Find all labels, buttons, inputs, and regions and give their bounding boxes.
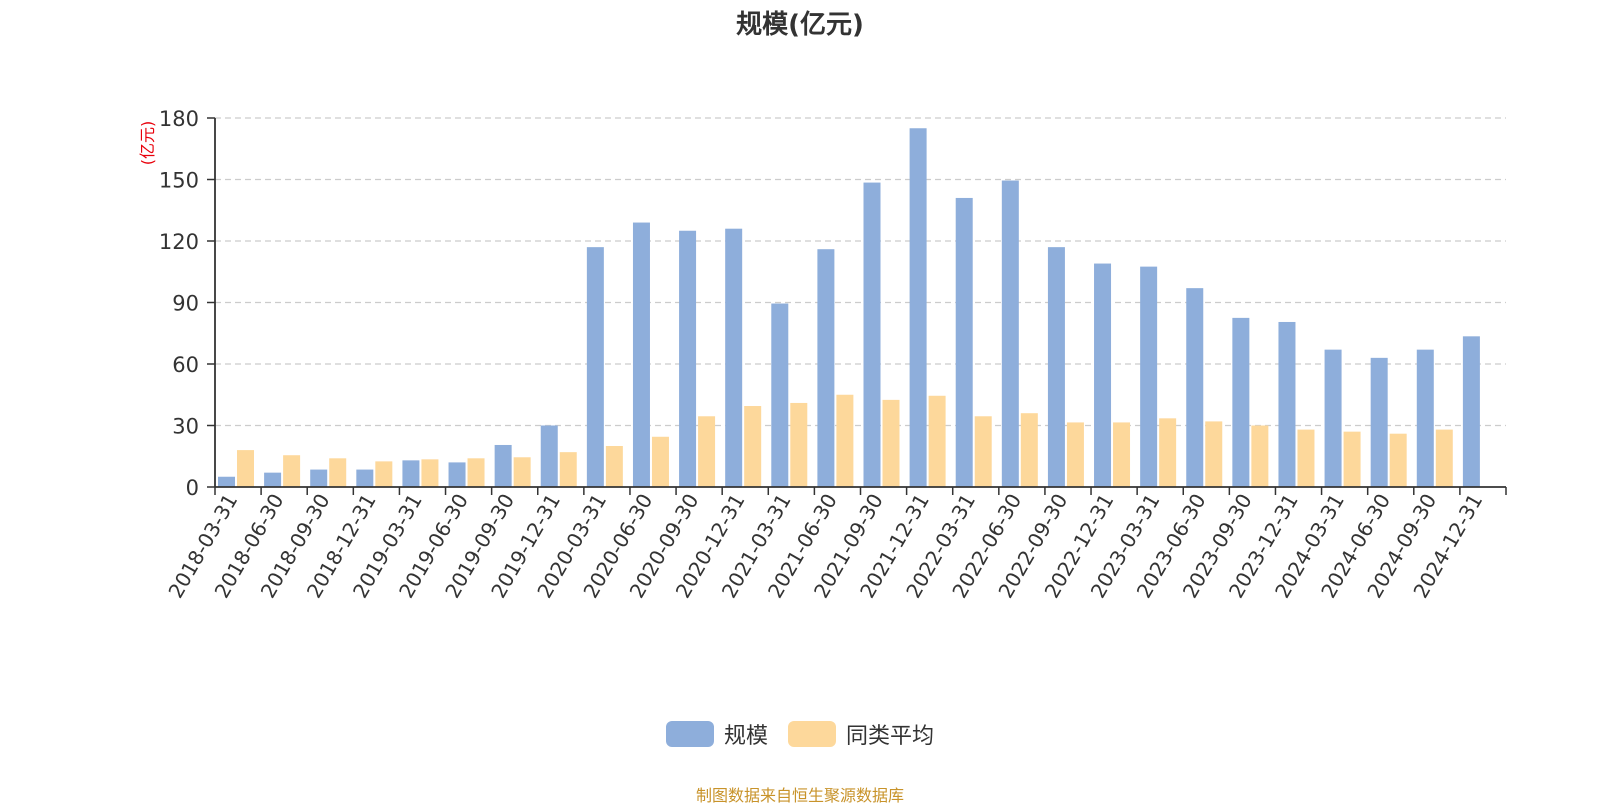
bar-peer-average	[744, 406, 762, 487]
bar-peer-average	[651, 436, 669, 487]
bar-scale	[448, 462, 466, 487]
bar-scale	[955, 197, 973, 487]
bar-scale	[863, 182, 881, 487]
bar-scale	[1232, 317, 1250, 487]
bar-peer-average	[698, 416, 716, 487]
bar-peer-average	[790, 402, 808, 487]
legend: 规模 同类平均	[0, 718, 1600, 750]
bar-peer-average	[1251, 425, 1269, 487]
bar-scale	[1416, 349, 1434, 487]
bar-peer-average	[283, 455, 301, 487]
legend-swatch-scale	[665, 721, 714, 747]
bar-peer-average	[1297, 429, 1315, 487]
bar-scale	[1324, 349, 1342, 487]
bar-peer-average	[1113, 422, 1131, 487]
bar-scale	[1140, 266, 1158, 487]
bar-peer-average	[1435, 429, 1453, 487]
bar-peer-average	[1205, 421, 1223, 487]
bar-scale	[1094, 263, 1112, 487]
bar-scale	[1047, 247, 1065, 487]
bar-peer-average	[1159, 418, 1177, 487]
legend-label-peer-average: 同类平均	[846, 724, 935, 749]
legend-label-scale: 规模	[723, 724, 768, 749]
y-tick-label: 30	[172, 415, 199, 439]
bar-scale	[540, 425, 558, 487]
bar-peer-average	[974, 416, 992, 487]
bar-scale	[310, 469, 328, 487]
bar-scale	[218, 476, 235, 487]
y-tick-label: 150	[159, 169, 199, 193]
bar-scale	[632, 222, 650, 488]
bar-peer-average	[836, 394, 854, 487]
bar-peer-average	[559, 452, 577, 487]
y-axis-unit-label: (亿元)	[138, 121, 157, 166]
bar-peer-average	[421, 459, 439, 487]
bar-scale	[402, 460, 420, 487]
bar-scale	[264, 472, 282, 487]
chart-title: 规模(亿元)	[736, 10, 864, 40]
bar-peer-average	[928, 395, 946, 487]
bar-peer-average	[329, 458, 347, 487]
y-tick-label: 180	[159, 107, 199, 131]
bar-scale	[1462, 336, 1480, 487]
bar-scale	[356, 469, 374, 487]
bar-peer-average	[882, 399, 900, 487]
data-source-note: 制图数据来自恒生聚源数据库	[695, 786, 904, 805]
legend-item-scale[interactable]: 规模	[665, 718, 768, 750]
bar-scale	[679, 230, 697, 487]
bar-peer-average	[375, 461, 393, 487]
bar-scale	[817, 249, 835, 487]
legend-item-peer-average[interactable]: 同类平均	[788, 718, 934, 750]
legend-swatch-peer-average	[788, 721, 836, 747]
bar-scale	[725, 228, 743, 487]
bar-scale	[494, 444, 512, 487]
bar-peer-average	[513, 457, 531, 487]
bar-peer-average	[1066, 422, 1084, 487]
bar-scale	[1001, 180, 1019, 487]
bar-peer-average	[237, 450, 254, 487]
bar-scale	[909, 128, 927, 487]
bar-peer-average	[1020, 413, 1038, 487]
y-tick-label: 60	[172, 353, 199, 377]
bar-scale	[1278, 321, 1296, 487]
bar-scale	[1370, 357, 1388, 487]
bar-peer-average	[605, 446, 623, 487]
y-tick-label: 120	[159, 230, 199, 254]
y-tick-label: 0	[186, 476, 199, 500]
bar-scale	[586, 247, 604, 487]
bar-peer-average	[467, 458, 485, 487]
y-tick-label: 90	[172, 292, 199, 316]
bar-peer-average	[1343, 431, 1361, 487]
bar-scale	[771, 303, 789, 487]
bar-scale	[1186, 288, 1204, 487]
bar-peer-average	[1389, 433, 1407, 487]
